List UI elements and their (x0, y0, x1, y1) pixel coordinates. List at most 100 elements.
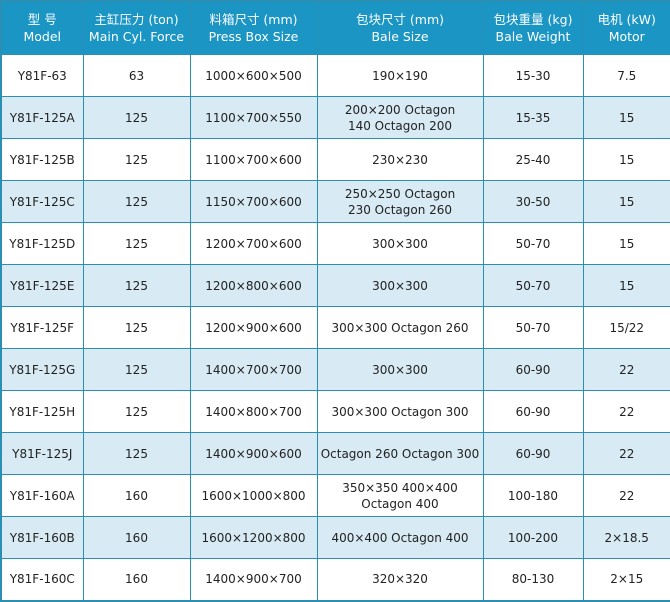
cell-bale-weight: 60-90 (482, 390, 584, 433)
header-zh: 包块尺寸 (mm) (355, 12, 445, 27)
cell-box-size: 1200×800×600 (189, 264, 318, 307)
cell-model: Y81F-125F (0, 306, 84, 349)
cell-motor: 2×15 (582, 558, 670, 601)
cell-bale-weight: 50-70 (482, 306, 584, 349)
cell-motor: 22 (582, 390, 670, 433)
bale-size-line: 350×350 400×400 (342, 480, 458, 495)
cell-box-size: 1400×900×600 (189, 432, 318, 475)
header-en: Bale Size (371, 29, 429, 44)
table-row: Y81F-125B 125 1100×700×600 230×230 25-40 15 (0, 138, 670, 181)
cell-box-size: 1000×600×500 (189, 54, 318, 97)
cell-force: 160 (82, 474, 191, 517)
header-zh: 型 号 (27, 12, 57, 27)
header-zh: 包块重量 (kg) (493, 12, 573, 27)
cell-bale-size: 400×400 Octagon 400 (316, 516, 484, 559)
header-en: Model (23, 29, 62, 44)
cell-bale-size: Octagon 260 Octagon 300 (316, 432, 484, 475)
header-en: Motor (608, 29, 645, 44)
cell-bale-weight: 15-30 (482, 54, 584, 97)
table-body: Y81F-63 63 1000×600×500 190×190 15-30 7.5 Y81F… (0, 54, 670, 601)
cell-model: Y81F-125H (0, 390, 84, 433)
cell-bale-weight: 25-40 (482, 138, 584, 181)
cell-bale-size: 200×200 Octagon 140 Octagon 200 (316, 96, 484, 139)
cell-force: 125 (82, 306, 191, 349)
cell-motor: 2×18.5 (582, 516, 670, 559)
cell-model: Y81F-125A (0, 96, 84, 139)
cell-force: 125 (82, 432, 191, 475)
header-en: Bale Weight (495, 29, 571, 44)
table-row: Y81F-125E 125 1200×800×600 300×300 50-70 15 (0, 264, 670, 307)
table-row: Y81F-125H 125 1400×800×700 300×300 Octagon … (0, 390, 670, 433)
bale-size-line: 300×300 Octagon 300 (331, 404, 469, 419)
cell-motor: 15 (582, 180, 670, 223)
cell-force: 125 (82, 348, 191, 391)
cell-model: Y81F-160B (0, 516, 84, 559)
bale-size-line: 400×400 Octagon 400 (331, 530, 469, 545)
cell-bale-weight: 30-50 (482, 180, 584, 223)
cell-bale-weight: 50-70 (482, 222, 584, 265)
cell-model: Y81F-160C (0, 558, 84, 601)
cell-box-size: 1200×700×600 (189, 222, 318, 265)
cell-bale-weight: 100-180 (482, 474, 584, 517)
cell-motor: 22 (582, 474, 670, 517)
bale-size-line: Octagon 400 (361, 496, 439, 511)
cell-bale-size: 300×300 Octagon 300 (316, 390, 484, 433)
cell-bale-size: 350×350 400×400 Octagon 400 (316, 474, 484, 517)
cell-bale-size: 300×300 (316, 222, 484, 265)
cell-motor: 15 (582, 96, 670, 139)
cell-force: 125 (82, 96, 191, 139)
header-bale-weight: 包块重量 (kg) Bale Weight (482, 0, 584, 55)
cell-box-size: 1400×800×700 (189, 390, 318, 433)
cell-bale-size: 230×230 (316, 138, 484, 181)
cell-box-size: 1600×1200×800 (189, 516, 318, 559)
table-row: Y81F-125J 125 1400×900×600 Octagon 260 Octa… (0, 432, 670, 475)
bale-size-line: 250×250 Octagon (344, 186, 456, 201)
bale-size-line: 230 Octagon 260 (347, 202, 453, 217)
cell-force: 125 (82, 180, 191, 223)
cell-bale-weight: 15-35 (482, 96, 584, 139)
table-row: Y81F-125A 125 1100×700×550 200×200 Octagon 1… (0, 96, 670, 139)
bale-size-line: 140 Octagon 200 (347, 118, 453, 133)
cell-box-size: 1100×700×600 (189, 138, 318, 181)
header-box-size: 料箱尺寸 (mm) Press Box Size (189, 0, 318, 55)
table-row: Y81F-125D 125 1200×700×600 300×300 50-70 15 (0, 222, 670, 265)
cell-bale-size: 250×250 Octagon 230 Octagon 260 (316, 180, 484, 223)
cell-bale-size: 300×300 Octagon 260 (316, 306, 484, 349)
cell-force: 125 (82, 138, 191, 181)
cell-bale-weight: 100-200 (482, 516, 584, 559)
cell-bale-weight: 60-90 (482, 348, 584, 391)
cell-bale-size: 300×300 (316, 348, 484, 391)
header-zh: 料箱尺寸 (mm) (209, 12, 298, 27)
header-bale-size: 包块尺寸 (mm) Bale Size (316, 0, 484, 55)
cell-force: 125 (82, 390, 191, 433)
cell-motor: 22 (582, 432, 670, 475)
table-row: Y81F-125C 125 1150×700×600 250×250 Octagon 2… (0, 180, 670, 223)
header-en: Main Cyl. Force (88, 29, 185, 44)
cell-force: 160 (82, 558, 191, 601)
cell-bale-size: 190×190 (316, 54, 484, 97)
cell-box-size: 1200×900×600 (189, 306, 318, 349)
bale-size-line: 300×300 (372, 278, 428, 293)
cell-model: Y81F-63 (0, 54, 84, 97)
cell-motor: 15 (582, 264, 670, 307)
header-en: Press Box Size (208, 29, 299, 44)
bale-size-line: 320×320 (372, 572, 428, 587)
cell-bale-size: 320×320 (316, 558, 484, 601)
bale-size-line: 300×300 (372, 362, 428, 377)
cell-box-size: 1600×1000×800 (189, 474, 318, 517)
cell-force: 160 (82, 516, 191, 559)
table-row: Y81F-160A 160 1600×1000×800 350×350 400×400… (0, 474, 670, 517)
cell-model: Y81F-125E (0, 264, 84, 307)
cell-force: 125 (82, 222, 191, 265)
cell-force: 63 (82, 54, 191, 97)
cell-motor: 22 (582, 348, 670, 391)
table-row: Y81F-160C 160 1400×900×700 320×320 80-130 2×1… (0, 558, 670, 601)
bale-size-line: Octagon 260 Octagon 300 (320, 446, 480, 461)
table-row: Y81F-160B 160 1600×1200×800 400×400 Octagon… (0, 516, 670, 559)
bale-size-line: 300×300 (372, 236, 428, 251)
cell-box-size: 1400×900×700 (189, 558, 318, 601)
header-zh: 主缸压力 (ton) (94, 12, 179, 27)
cell-model: Y81F-160A (0, 474, 84, 517)
cell-model: Y81F-125D (0, 222, 84, 265)
